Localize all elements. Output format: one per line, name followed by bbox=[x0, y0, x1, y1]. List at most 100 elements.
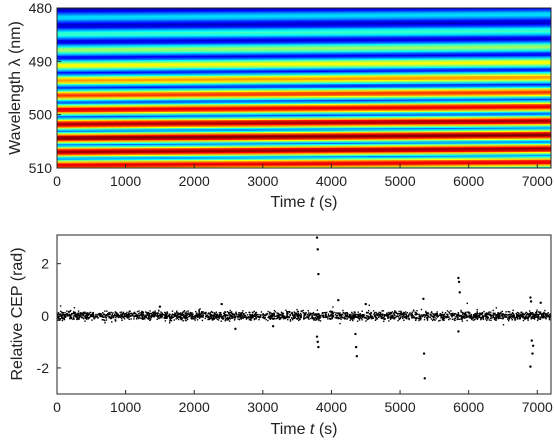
heatmap-cell bbox=[264, 152, 273, 154]
heatmap-cell bbox=[112, 140, 122, 142]
heatmap-cell bbox=[216, 42, 225, 45]
heatmap-cell bbox=[296, 22, 305, 25]
heatmap-cell bbox=[343, 126, 353, 129]
heatmap-cell bbox=[136, 140, 146, 142]
heatmap-cell bbox=[232, 84, 241, 86]
heatmap-cell bbox=[72, 36, 82, 38]
heatmap-cell bbox=[176, 109, 186, 112]
heatmap-cell bbox=[264, 30, 273, 33]
heatmap-cell bbox=[208, 42, 217, 45]
heatmap-cell bbox=[168, 78, 178, 81]
heatmap-cell bbox=[72, 148, 82, 150]
heatmap-cell bbox=[232, 92, 241, 94]
heatmap-cell bbox=[120, 62, 130, 65]
heatmap-cell bbox=[176, 44, 186, 46]
heatmap-cell bbox=[168, 74, 178, 77]
heatmap-cell bbox=[327, 54, 337, 57]
heatmap-cell bbox=[375, 74, 385, 77]
heatmap-cell bbox=[375, 40, 385, 42]
heatmap-cell bbox=[375, 94, 385, 97]
heatmap-cell bbox=[120, 40, 130, 42]
heatmap-cell bbox=[232, 40, 241, 42]
heatmap-cell bbox=[296, 18, 305, 21]
heatmap-cell bbox=[88, 76, 98, 78]
heatmap-cell bbox=[375, 18, 385, 21]
heatmap-cell bbox=[104, 45, 114, 48]
heatmap-cell bbox=[200, 36, 209, 38]
heatmap-cell bbox=[80, 38, 90, 41]
heatmap-cell bbox=[176, 100, 186, 102]
heatmap-cell bbox=[351, 13, 361, 16]
heatmap-cell bbox=[367, 112, 377, 114]
heatmap-cell bbox=[351, 57, 361, 60]
heatmap-cell bbox=[176, 106, 186, 109]
heatmap-cell bbox=[351, 164, 361, 166]
heatmap-cell bbox=[216, 82, 225, 85]
heatmap-cell bbox=[88, 30, 98, 33]
heatmap-cell bbox=[88, 84, 98, 86]
heatmap-cell bbox=[343, 65, 353, 68]
heatmap-cell bbox=[96, 90, 106, 93]
heatmap-cell bbox=[367, 149, 377, 152]
heatmap-cell bbox=[375, 93, 385, 96]
heatmap-cell bbox=[88, 72, 98, 74]
heatmap-cell bbox=[296, 153, 305, 156]
heatmap-cell bbox=[240, 85, 249, 88]
heatmap-cell bbox=[128, 66, 138, 69]
heatmap-cell bbox=[160, 32, 170, 34]
heatmap-cell bbox=[112, 25, 122, 28]
heatmap-cell bbox=[311, 120, 321, 122]
heatmap-cell bbox=[224, 41, 233, 44]
heatmap-cell bbox=[280, 121, 289, 124]
heatmap-cell bbox=[232, 98, 241, 101]
heatmap-cell bbox=[367, 34, 377, 37]
heatmap-cell bbox=[160, 76, 170, 78]
heatmap-cell bbox=[136, 52, 146, 54]
heatmap-cell bbox=[383, 90, 393, 93]
heatmap-cell bbox=[104, 128, 114, 130]
heatmap-cell bbox=[128, 57, 138, 60]
heatmap-cell bbox=[319, 94, 329, 97]
heatmap-cell bbox=[375, 154, 385, 157]
heatmap-cell bbox=[96, 106, 106, 109]
heatmap-cell bbox=[319, 54, 329, 57]
heatmap-cell bbox=[160, 138, 170, 141]
heatmap-cell bbox=[160, 156, 170, 158]
heatmap-cell bbox=[120, 66, 130, 69]
heatmap-cell bbox=[57, 105, 66, 108]
heatmap-cell bbox=[88, 34, 98, 37]
heatmap-cell bbox=[128, 64, 138, 66]
heatmap-cell bbox=[367, 38, 377, 41]
heatmap-cell bbox=[264, 97, 273, 100]
heatmap-cell bbox=[256, 102, 265, 105]
heatmap-cell bbox=[335, 16, 345, 18]
heatmap-cell bbox=[160, 105, 170, 108]
heatmap-cell bbox=[351, 49, 361, 52]
heatmap-cell bbox=[367, 156, 377, 158]
heatmap-cell bbox=[375, 48, 385, 50]
heatmap-cell bbox=[120, 153, 130, 156]
heatmap-cell bbox=[192, 141, 202, 144]
heatmap-cell bbox=[160, 88, 170, 90]
heatmap-cell bbox=[96, 26, 106, 29]
heatmap-cell bbox=[311, 132, 321, 134]
heatmap-cell bbox=[176, 104, 186, 106]
heatmap-cell bbox=[304, 33, 313, 36]
heatmap-cell bbox=[383, 96, 393, 98]
heatmap-cell bbox=[327, 136, 337, 138]
heatmap-cell bbox=[383, 30, 393, 33]
heatmap-cell bbox=[272, 161, 281, 164]
heatmap-cell bbox=[80, 109, 90, 112]
heatmap-cell bbox=[120, 97, 130, 100]
heatmap-cell bbox=[264, 98, 273, 101]
heatmap-cell bbox=[104, 48, 114, 50]
heatmap-cell bbox=[88, 49, 98, 52]
heatmap-cell bbox=[367, 140, 377, 142]
heatmap-cell bbox=[104, 130, 114, 133]
heatmap-cell bbox=[383, 50, 393, 53]
heatmap-cell bbox=[152, 25, 162, 28]
heatmap-cell bbox=[280, 125, 289, 128]
heatmap-cell bbox=[359, 81, 369, 84]
heatmap-cell bbox=[200, 121, 209, 124]
heatmap-cell bbox=[152, 148, 162, 150]
